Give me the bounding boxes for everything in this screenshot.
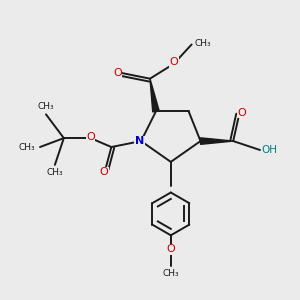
Text: OH: OH (262, 145, 278, 155)
Text: CH₃: CH₃ (46, 168, 63, 177)
Text: O: O (169, 57, 178, 67)
Text: O: O (113, 68, 122, 78)
Text: N: N (135, 136, 144, 146)
Text: O: O (238, 108, 247, 118)
Text: CH₃: CH₃ (163, 269, 179, 278)
Text: CH₃: CH₃ (195, 38, 211, 47)
Polygon shape (150, 79, 159, 112)
Text: O: O (167, 244, 175, 254)
Polygon shape (200, 138, 233, 144)
Text: O: O (100, 167, 108, 177)
Text: CH₃: CH₃ (19, 142, 36, 152)
Text: O: O (86, 132, 95, 142)
Text: CH₃: CH₃ (38, 102, 54, 111)
